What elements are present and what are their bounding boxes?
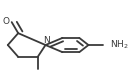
- Text: N: N: [43, 36, 49, 45]
- Text: NH$_2$: NH$_2$: [110, 39, 129, 51]
- Text: O: O: [2, 17, 9, 26]
